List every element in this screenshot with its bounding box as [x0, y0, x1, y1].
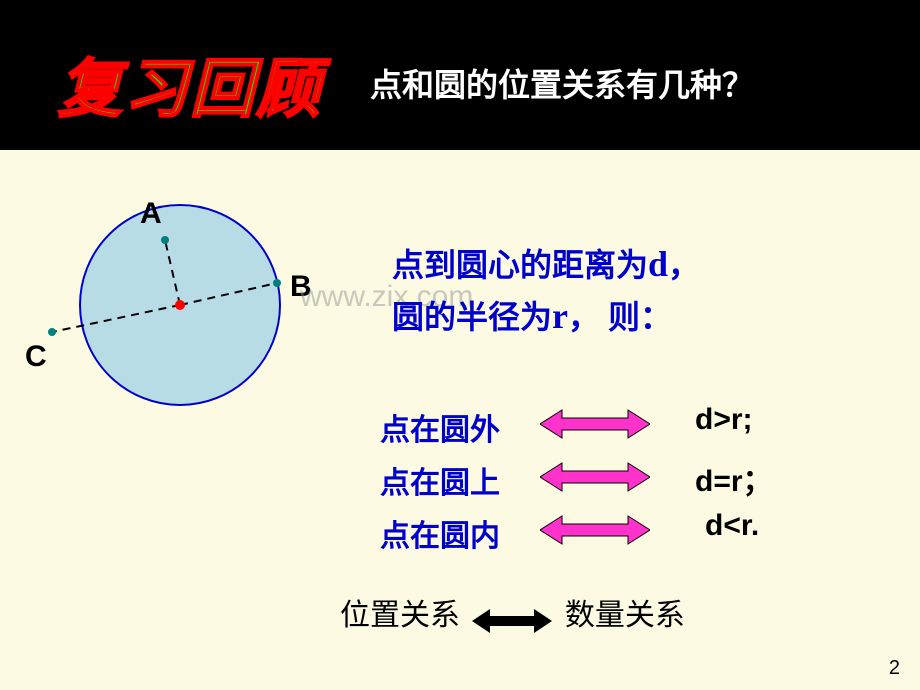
double-arrow-icon — [540, 408, 650, 440]
row-rel: d<r. — [705, 509, 759, 542]
intro-line-1: 点到圆心的距离为d， — [392, 240, 700, 286]
circle-diagram — [30, 180, 330, 440]
row-rel: d=r； — [695, 465, 773, 498]
double-arrow-icon — [540, 461, 650, 493]
intro1-var: d — [648, 244, 668, 284]
intro-line-2: 圆的半径为r， 则： — [392, 292, 672, 338]
intro1-pre: 点到圆心的距离为 — [392, 247, 648, 283]
bottom-right: 数量关系 — [565, 599, 685, 632]
relation-row-on: 点在圆上 — [380, 458, 500, 502]
intro1-post: ， — [668, 247, 700, 283]
row-label: 点在圆上 — [380, 467, 500, 500]
point-a-label: A — [140, 197, 162, 231]
header-question: 点和圆的位置关系有几种？ — [370, 60, 754, 106]
intro2-pre: 圆的半径为 — [392, 299, 552, 335]
point-c-label: C — [25, 340, 47, 374]
bottom-left: 位置关系 — [340, 599, 460, 632]
intro2-var: r — [552, 296, 568, 336]
header-band: 复习回顾 点和圆的位置关系有几种？ — [0, 0, 920, 150]
row-label: 点在圆外 — [380, 414, 500, 447]
row-rel: d>r; — [695, 403, 753, 436]
double-arrow-black-icon — [472, 608, 552, 634]
page-number: 2 — [889, 657, 900, 680]
relation-row-outside: 点在圆外 — [380, 405, 500, 449]
row-label: 点在圆内 — [380, 520, 500, 553]
relation-outside: d>r; — [695, 403, 753, 437]
relation-on: d=r； — [695, 456, 773, 500]
relation-row-inside: 点在圆内 — [380, 511, 500, 555]
intro2-post: ， 则： — [568, 299, 672, 335]
double-arrow-icon — [540, 514, 650, 546]
review-title: 复习回顾 — [58, 38, 322, 130]
relation-inside: d<r. — [705, 509, 759, 543]
bottom-relation: 位置关系 数量关系 — [340, 590, 685, 634]
